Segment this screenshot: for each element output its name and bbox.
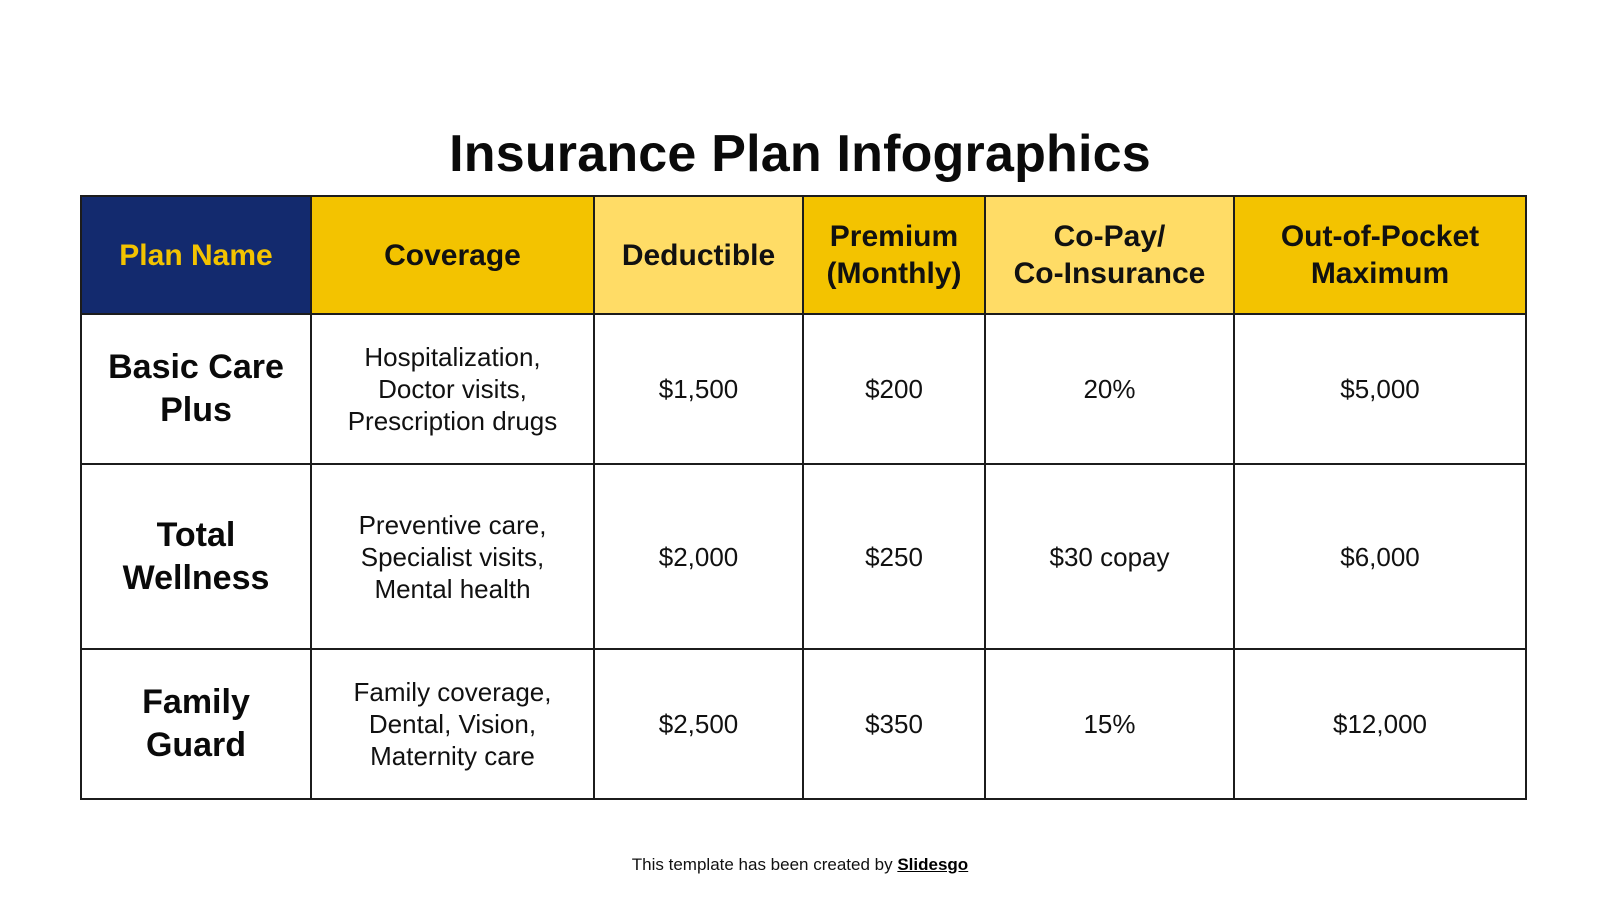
insurance-plan-table: Plan Name Coverage Deductible Premium (M… xyxy=(80,195,1527,800)
table-row: Total Wellness Preventive care, Speciali… xyxy=(80,463,1527,650)
header-label: Coverage xyxy=(384,238,521,272)
header-label: Plan Name xyxy=(119,238,273,272)
header-plan-name: Plan Name xyxy=(80,195,312,315)
coverage-line: Maternity care xyxy=(370,741,535,771)
footer-brand-link[interactable]: Slidesgo xyxy=(897,855,969,874)
header-label: Premium xyxy=(829,220,959,253)
coverage-line: Specialist visits, xyxy=(360,541,545,572)
header-label: Co-Pay/ xyxy=(1053,220,1166,253)
coverage-cell: Hospitalization, Doctor visits, Prescrip… xyxy=(310,313,595,465)
copay-cell: 20% xyxy=(984,313,1235,465)
table-header-row: Plan Name Coverage Deductible Premium (M… xyxy=(80,195,1527,315)
header-label: Deductible xyxy=(621,238,776,272)
premium-cell: $350 xyxy=(802,648,986,800)
premium-cell: $200 xyxy=(802,313,986,465)
oop-max-cell: $5,000 xyxy=(1233,313,1527,465)
plan-name-line: Guard xyxy=(145,726,247,764)
footer-credit-text: This template has been created by xyxy=(631,855,893,874)
plan-name-line: Wellness xyxy=(122,558,270,597)
coverage-line: Mental health xyxy=(374,573,531,604)
header-oop-max: Out-of-Pocket Maximum xyxy=(1233,195,1527,315)
header-premium: Premium (Monthly) xyxy=(802,195,986,315)
header-deductible: Deductible xyxy=(593,195,804,315)
coverage-line: Dental, Vision, xyxy=(368,709,537,739)
deductible-cell: $1,500 xyxy=(593,313,804,465)
header-coverage: Coverage xyxy=(310,195,595,315)
coverage-cell: Preventive care, Specialist visits, Ment… xyxy=(310,463,595,650)
plan-name-cell: Family Guard xyxy=(80,648,312,800)
deductible-cell: $2,000 xyxy=(593,463,804,650)
header-copay: Co-Pay/ Co-Insurance xyxy=(984,195,1235,315)
plan-name-cell: Total Wellness xyxy=(80,463,312,650)
premium-cell: $250 xyxy=(802,463,986,650)
oop-max-cell: $6,000 xyxy=(1233,463,1527,650)
table-row: Family Guard Family coverage, Dental, Vi… xyxy=(80,648,1527,800)
table-row: Basic Care Plus Hospitalization, Doctor … xyxy=(80,313,1527,465)
page-title: Insurance Plan Infographics xyxy=(449,124,1151,183)
plan-name-cell: Basic Care Plus xyxy=(80,313,312,465)
copay-cell: 15% xyxy=(984,648,1235,800)
coverage-line: Prescription drugs xyxy=(347,406,558,436)
plan-name-line: Family xyxy=(142,683,250,721)
oop-max-cell: $12,000 xyxy=(1233,648,1527,800)
coverage-line: Hospitalization, xyxy=(364,342,541,372)
plan-name-line: Total xyxy=(156,515,236,554)
copay-cell: $30 copay xyxy=(984,463,1235,650)
header-label: Maximum xyxy=(1310,257,1450,290)
header-label: Co-Insurance xyxy=(1013,257,1206,290)
coverage-cell: Family coverage, Dental, Vision, Materni… xyxy=(310,648,595,800)
header-label: Out-of-Pocket xyxy=(1280,220,1480,253)
coverage-line: Family coverage, xyxy=(353,677,552,707)
coverage-line: Doctor visits, xyxy=(378,374,527,404)
header-label: (Monthly) xyxy=(826,257,962,290)
coverage-line: Preventive care, xyxy=(358,509,547,540)
footer-credit: This template has been created by Slides… xyxy=(0,854,1600,876)
deductible-cell: $2,500 xyxy=(593,648,804,800)
plan-name-line: Basic Care xyxy=(108,348,284,386)
plan-name-line: Plus xyxy=(160,391,232,429)
